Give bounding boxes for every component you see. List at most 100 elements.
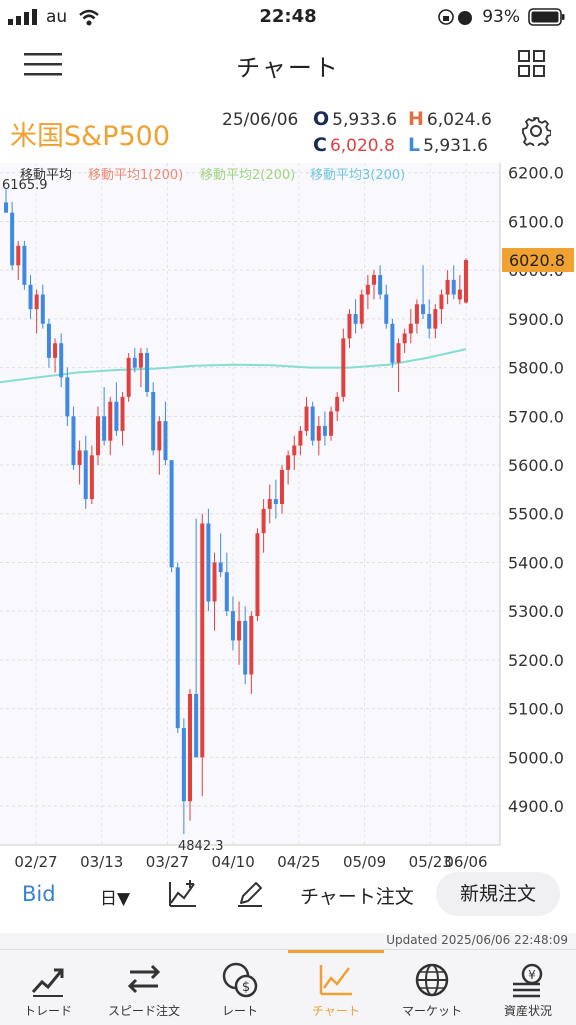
candle-body: [329, 411, 334, 436]
candle: [212, 552, 217, 631]
candle: [335, 391, 340, 422]
candle: [224, 552, 229, 617]
y-tick-label: 5100.0: [508, 700, 564, 719]
candle-body: [335, 396, 340, 412]
candle-body: [304, 406, 309, 431]
candle: [4, 189, 8, 213]
candle: [304, 396, 309, 436]
x-tick-label: 05/09: [343, 853, 386, 871]
candle-body: [414, 304, 419, 324]
speed-order-icon: [127, 964, 161, 994]
candle: [34, 289, 39, 334]
x-tick-label: 04/25: [277, 853, 320, 871]
svg-text:¥: ¥: [528, 968, 536, 982]
open-value: O 5,933.6: [313, 108, 398, 130]
candle-body: [322, 426, 327, 436]
candle-body: [194, 693, 199, 758]
candle-body: [243, 620, 248, 675]
candle: [132, 348, 137, 373]
candle-body: [316, 426, 321, 441]
y-tick-label: 5500.0: [508, 505, 564, 524]
candle-body: [310, 406, 315, 441]
y-tick-label: 6200.0: [508, 164, 564, 183]
bottom-tab-bar: トレード スピード注文 $ レート チャート マーケット ¥ 資産状況: [0, 949, 576, 1025]
page-title: チャート: [236, 54, 340, 82]
candle-body: [10, 212, 15, 266]
tab-speed-order[interactable]: スピード注文: [96, 950, 192, 1025]
tab-market[interactable]: マーケット: [384, 950, 480, 1025]
candle-body: [280, 469, 284, 504]
candle-body: [175, 567, 180, 729]
candlestick-chart[interactable]: 6200.06100.06000.05900.05800.05700.05600…: [0, 163, 576, 873]
legend-item: 移動平均2(200): [200, 168, 295, 183]
candle: [427, 299, 432, 339]
candle: [359, 289, 364, 329]
instrument-name[interactable]: 米国S&P500: [10, 121, 171, 152]
candle-body: [40, 294, 45, 324]
candle: [243, 606, 248, 685]
candle-body: [108, 401, 113, 441]
chart-order-button[interactable]: チャート注文: [300, 886, 414, 908]
settings-gear-icon[interactable]: [521, 116, 551, 146]
candle: [286, 450, 291, 485]
candle: [322, 411, 327, 446]
candle: [347, 309, 352, 349]
candle-body: [292, 445, 297, 456]
candle-body: [163, 421, 168, 461]
candle-body: [120, 396, 125, 431]
candle: [145, 348, 150, 397]
indicator-add-icon[interactable]: [168, 878, 198, 908]
candle: [390, 318, 395, 368]
candle: [280, 465, 284, 514]
candle-body: [298, 430, 303, 446]
legend-item: 移動平均: [20, 168, 72, 183]
candle: [329, 406, 334, 441]
bid-ask-toggle[interactable]: Bid: [22, 882, 56, 906]
candle-body: [169, 460, 174, 568]
candle: [310, 401, 315, 446]
candle-body: [267, 499, 272, 509]
low-marker-label: 4842.3: [178, 839, 224, 854]
candle-body: [359, 294, 364, 324]
candle: [65, 367, 70, 427]
y-tick-label: 5700.0: [508, 407, 564, 426]
candle-body: [230, 611, 235, 641]
tab-assets[interactable]: ¥ 資産状況: [480, 950, 576, 1025]
last-price-tag: [502, 248, 574, 273]
signal-icon: [8, 9, 37, 25]
candle: [46, 318, 51, 368]
candle-body: [255, 533, 260, 617]
candle: [108, 396, 113, 456]
clock: 22:48: [259, 6, 317, 27]
tab-rate[interactable]: $ レート: [192, 950, 288, 1025]
bar-date: 25/06/06: [222, 110, 299, 130]
candle-body: [218, 562, 223, 573]
y-tick-label: 6100.0: [508, 212, 564, 231]
candle-body: [102, 416, 107, 441]
new-order-button[interactable]: 新規注文: [436, 872, 560, 916]
rate-icon: $: [222, 962, 258, 998]
candle: [28, 275, 33, 319]
grid-layout-icon[interactable]: [518, 50, 546, 78]
candle: [114, 382, 119, 436]
candle-body: [286, 455, 291, 470]
y-tick-label: 5800.0: [508, 359, 564, 378]
drawing-pencil-icon[interactable]: [236, 878, 264, 908]
tab-chart[interactable]: チャート: [288, 950, 384, 1025]
price-chart[interactable]: 6200.06100.06000.05900.05800.05700.05600…: [0, 163, 576, 873]
period-select[interactable]: 日▼: [100, 889, 131, 909]
candle: [77, 440, 82, 485]
hamburger-menu-icon[interactable]: [24, 51, 64, 77]
candle: [181, 718, 186, 835]
candle-body: [439, 294, 444, 310]
tab-trade[interactable]: トレード: [0, 950, 96, 1025]
candle: [40, 284, 45, 329]
x-tick-label: 05/23: [409, 853, 452, 871]
last-price-label: 6020.8: [509, 251, 565, 270]
status-bar: au 22:48 93%: [0, 0, 576, 34]
plot-area: [0, 163, 500, 845]
candle-body: [249, 616, 254, 675]
candle-body: [365, 284, 370, 295]
y-tick-label: 5200.0: [508, 651, 564, 670]
candle: [353, 299, 358, 334]
